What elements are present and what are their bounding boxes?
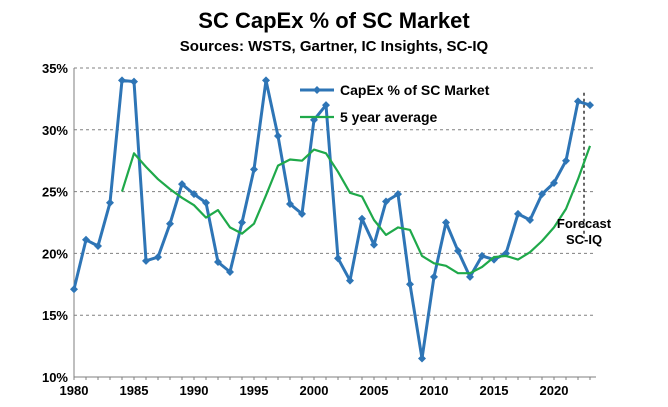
data-point xyxy=(178,180,186,189)
data-point xyxy=(286,199,294,208)
x-tick-label: 1990 xyxy=(180,383,209,398)
data-point xyxy=(406,280,414,289)
data-point xyxy=(154,253,162,262)
data-point xyxy=(538,190,546,199)
data-point xyxy=(250,165,258,174)
data-point xyxy=(166,219,174,228)
data-point xyxy=(202,198,210,207)
y-tick-label: 10% xyxy=(42,370,68,385)
data-point xyxy=(94,241,102,250)
y-tick-label: 20% xyxy=(42,246,68,261)
x-tick-label: 1980 xyxy=(60,383,89,398)
data-point xyxy=(142,256,150,265)
x-tick-label: 2020 xyxy=(540,383,569,398)
data-point xyxy=(358,214,366,223)
y-tick-label: 25% xyxy=(42,185,68,200)
data-point xyxy=(526,216,534,225)
data-point xyxy=(118,76,126,85)
data-point xyxy=(370,240,378,249)
data-point xyxy=(130,77,138,86)
data-point xyxy=(466,272,474,281)
data-point xyxy=(82,235,90,244)
data-point xyxy=(346,276,354,285)
x-tick-label: 1985 xyxy=(120,383,149,398)
data-point xyxy=(214,258,222,267)
x-tick-label: 2000 xyxy=(300,383,329,398)
data-point xyxy=(238,218,246,227)
annotation-forecast: Forecast xyxy=(557,216,612,231)
chart-title: SC CapEx % of SC Market xyxy=(198,8,470,33)
data-point xyxy=(262,76,270,85)
data-point xyxy=(298,209,306,218)
legend-marker-capex xyxy=(313,86,321,94)
data-point xyxy=(514,209,522,218)
data-point xyxy=(550,178,558,187)
data-point xyxy=(490,255,498,264)
y-tick-label: 15% xyxy=(42,308,68,323)
data-point xyxy=(274,131,282,140)
legend-label-5yr-average: 5 year average xyxy=(340,109,438,125)
data-point xyxy=(574,97,582,106)
data-point xyxy=(322,101,330,110)
data-point xyxy=(334,254,342,263)
chart-subtitle: Sources: WSTS, Gartner, IC Insights, SC-… xyxy=(179,38,489,55)
annotation-sc-iq: SC-IQ xyxy=(566,232,602,247)
data-point xyxy=(190,190,198,199)
data-point xyxy=(562,156,570,165)
data-point xyxy=(70,285,78,294)
data-point xyxy=(478,251,486,260)
y-tick-label: 30% xyxy=(42,123,68,138)
series-line-5yr-average xyxy=(120,145,592,275)
series-line-capex xyxy=(72,78,591,360)
data-point xyxy=(442,218,450,227)
data-point xyxy=(586,101,594,110)
data-point xyxy=(454,246,462,255)
data-point xyxy=(106,198,114,207)
x-tick-label: 2005 xyxy=(360,383,389,398)
data-point xyxy=(394,190,402,199)
data-point xyxy=(226,267,234,276)
x-tick-label: 2015 xyxy=(480,383,509,398)
x-tick-label: 1995 xyxy=(240,383,269,398)
legend-label-capex: CapEx % of SC Market xyxy=(340,82,490,98)
data-point xyxy=(430,272,438,281)
data-point xyxy=(418,354,426,363)
data-point xyxy=(382,197,390,206)
y-tick-label: 35% xyxy=(42,61,68,76)
x-tick-label: 2010 xyxy=(420,383,449,398)
